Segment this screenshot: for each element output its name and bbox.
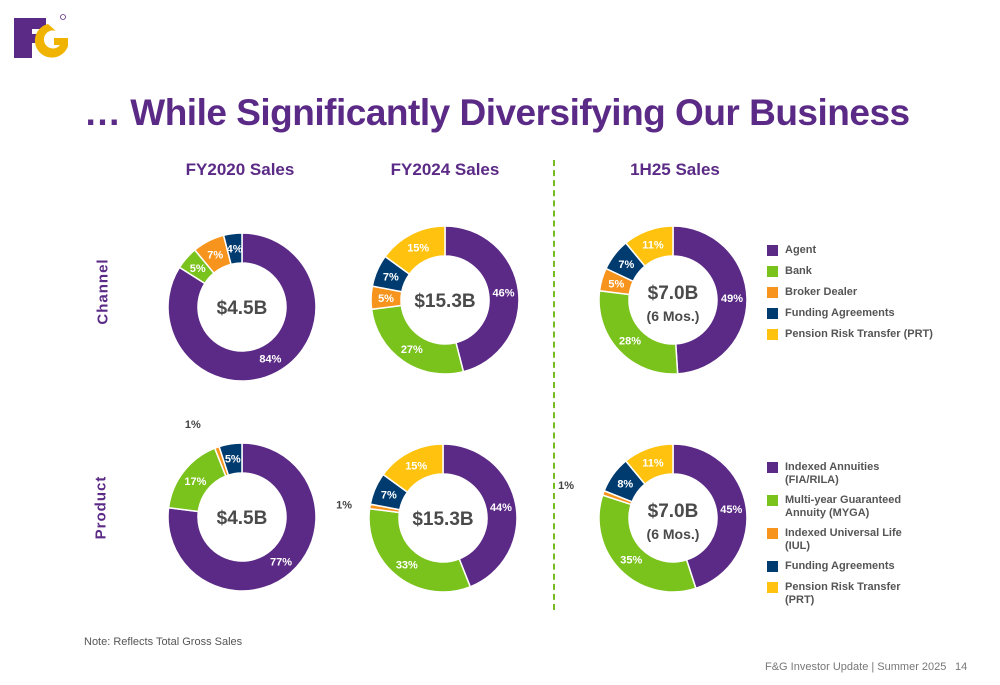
donut-chart-0: 84% 5%7% 4% $4.5B <box>167 232 317 382</box>
legend-channel: Agent Bank Broker Dealer Funding Agreeme… <box>767 244 933 341</box>
footnote: Note: Reflects Total Gross Sales <box>84 636 243 648</box>
column-divider <box>553 160 555 610</box>
slice-value-label: 27% <box>401 344 423 356</box>
slice-value-label: 11% <box>642 239 664 251</box>
column-title-fy2024: FY2024 Sales <box>390 160 500 179</box>
donut-slice <box>382 443 444 494</box>
slice-value-label: 15% <box>407 242 429 254</box>
donut-slice <box>672 225 748 375</box>
slice-value-label: 33% <box>396 560 418 572</box>
slice-value-label: 7% <box>618 259 634 271</box>
legend-item: Funding Agreements <box>767 307 933 320</box>
donut-center-label: $7.0B <box>648 501 699 522</box>
donut-slice <box>384 225 446 276</box>
slice-value-label: 49% <box>721 293 743 305</box>
legend-item: Indexed Annuities (FIA/RILA) <box>767 461 917 487</box>
donut-slice <box>442 443 518 588</box>
donut-slice <box>167 442 317 592</box>
donut-center-label: (6 Mos.) <box>647 308 700 324</box>
donut-center-label: $4.5B <box>217 298 268 319</box>
donut-center-label: $15.3B <box>412 509 473 530</box>
footer-text: F&G Investor Update | Summer 2025 <box>765 661 947 673</box>
donut-center-label: (6 Mos.) <box>647 526 700 542</box>
slice-value-label: 5% <box>190 263 206 275</box>
slice-value-label: 1% <box>336 500 352 512</box>
slice-value-label: 1% <box>185 419 201 431</box>
donut-slice <box>222 232 243 266</box>
slice-value-label: 35% <box>620 555 642 567</box>
slice-value-label: 77% <box>270 556 292 568</box>
donut-chart-4: 44% 33% 1% 7% 15% $15.3B <box>336 443 518 593</box>
donut-center-label: $15.3B <box>414 291 475 312</box>
page-title: … While Significantly Diversifying Our B… <box>84 92 910 133</box>
slice-value-label: 44% <box>490 502 512 514</box>
column-title-fy2020: FY2020 Sales <box>185 160 295 179</box>
donut-center-label: $7.0B <box>648 283 699 304</box>
slice-value-label: 8% <box>617 478 633 490</box>
slice-value-label: 15% <box>405 460 427 472</box>
slice-value-label: 45% <box>720 504 742 516</box>
legend-item: Indexed Universal Life (IUL) <box>767 527 917 553</box>
legend-item: Agent <box>767 244 933 257</box>
donut-slice <box>167 232 317 382</box>
donut-chart-2: 49% 28% 5% 7% 11% $7.0B (6 Mos.) <box>598 225 748 375</box>
donut-chart-5: 45% 35% 1% 8% 11% $7.0B (6 Mos.) <box>558 443 748 593</box>
donut-chart-3: 77% 17% 1% 5% $4.5B <box>167 419 317 592</box>
donut-slice <box>624 225 674 268</box>
fg-logo <box>14 14 68 58</box>
donut-slice <box>368 507 472 593</box>
donut-slice <box>370 304 465 375</box>
legend-item: Pension Risk Transfer (PRT) <box>767 328 933 341</box>
donut-center-label: $4.5B <box>217 508 268 529</box>
slice-value-label: 5% <box>225 454 241 466</box>
donut-slice <box>218 442 243 477</box>
slice-value-label: 5% <box>378 293 394 305</box>
slice-value-label: 84% <box>259 354 281 366</box>
slice-value-label: 11% <box>642 457 664 469</box>
donut-slice <box>624 443 674 486</box>
slice-value-label: 1% <box>558 480 574 492</box>
slice-value-label: 7% <box>207 249 223 261</box>
legend-item: Funding Agreements <box>767 560 917 573</box>
donut-slice <box>444 225 520 373</box>
column-title-1h25: 1H25 Sales <box>630 160 720 179</box>
slice-value-label: 28% <box>619 335 641 347</box>
slice-value-label: 5% <box>608 279 624 291</box>
slice-value-label: 7% <box>383 272 399 284</box>
legend-product: Indexed Annuities (FIA/RILA) Multi-year … <box>767 461 917 607</box>
slice-value-label: 17% <box>184 476 206 488</box>
donut-slice <box>598 494 697 593</box>
slice-value-label: 4% <box>227 243 243 255</box>
legend-item: Broker Dealer <box>767 286 933 299</box>
legend-item: Pension Risk Transfer (PRT) <box>767 581 917 607</box>
donut-slice <box>672 443 748 590</box>
legend-item: Bank <box>767 265 933 278</box>
page-number: 14 <box>955 661 968 673</box>
legend-item: Multi-year Guaranteed Annuity (MYGA) <box>767 494 917 520</box>
slice-value-label: 46% <box>493 288 515 300</box>
donut-chart-1: 46% 27% 5% 7% 15% $15.3B <box>370 225 520 375</box>
slice-value-label: 7% <box>381 490 397 502</box>
